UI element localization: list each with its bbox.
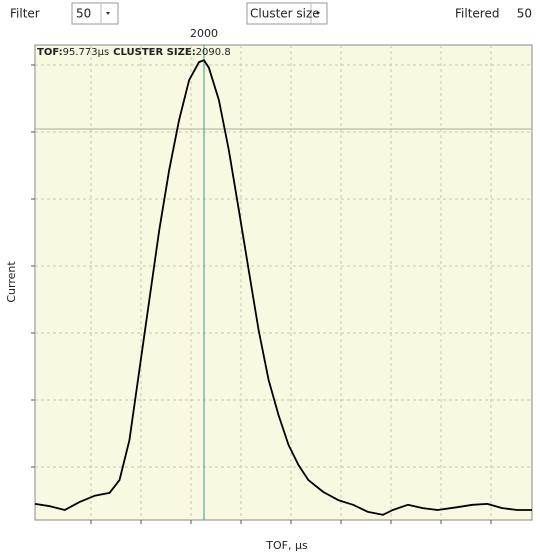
dropdown-box[interactable] xyxy=(246,2,328,25)
mode-dropdown[interactable]: Cluster size xyxy=(246,2,328,25)
cursor-label: 2000 xyxy=(190,27,218,40)
x-axis-label: TOF, µs xyxy=(265,539,308,552)
filter-dropdown[interactable]: 50 xyxy=(71,2,119,25)
size-value: 2090.8 xyxy=(196,47,231,58)
tof-value: 95.773µs xyxy=(63,47,110,58)
filtered-value: 50 xyxy=(517,7,532,21)
filter-label: Filter xyxy=(10,7,40,21)
cursor-info: TOF:95.773µs CLUSTER SIZE:2090.8 xyxy=(37,47,231,58)
mode-value[interactable]: Cluster size xyxy=(250,7,320,21)
plot xyxy=(34,59,532,516)
tof-key: TOF: xyxy=(37,47,63,58)
y-axis-label: Current xyxy=(5,261,18,303)
filtered-label: Filtered xyxy=(455,7,499,21)
plot-area xyxy=(34,44,533,521)
dropdown-box[interactable] xyxy=(71,2,119,25)
size-key: CLUSTER SIZE: xyxy=(113,47,196,58)
line xyxy=(34,59,532,516)
filter-value[interactable]: 50 xyxy=(76,7,91,21)
grid xyxy=(31,45,532,524)
